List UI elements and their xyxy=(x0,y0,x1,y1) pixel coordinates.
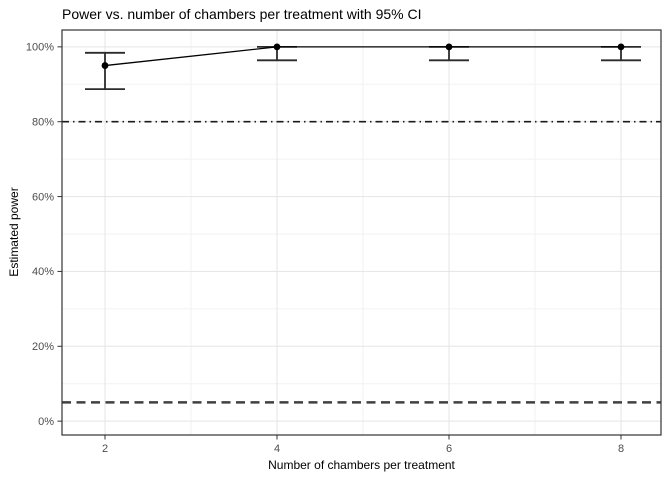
data-point xyxy=(445,43,453,51)
x-axis-tick-label: 4 xyxy=(274,443,280,455)
x-axis-tick-label: 8 xyxy=(618,443,624,455)
x-axis-title: Number of chambers per treatment xyxy=(268,458,455,472)
x-axis-tick-label: 2 xyxy=(102,443,108,455)
y-axis-tick-label: 20% xyxy=(32,341,54,353)
data-point xyxy=(273,43,281,51)
y-axis-tick-label: 60% xyxy=(32,191,54,203)
x-axis-tick-label: 6 xyxy=(446,443,452,455)
series-line xyxy=(104,46,622,67)
data-point xyxy=(101,62,109,69)
y-axis-tick-label: 0% xyxy=(38,416,54,428)
y-axis-tick-label: 80% xyxy=(32,117,54,129)
y-axis-tick-label: 40% xyxy=(32,266,54,278)
chart-title: Power vs. number of chambers per treatme… xyxy=(62,6,422,22)
panel-background xyxy=(62,30,661,435)
panel-border xyxy=(61,29,662,436)
y-axis-tick-label: 100% xyxy=(26,42,54,54)
data-point xyxy=(617,43,625,51)
